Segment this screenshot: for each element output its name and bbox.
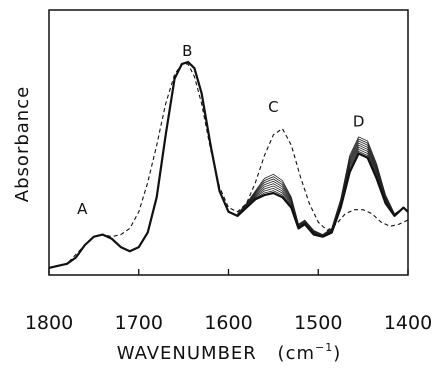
x-ticks: [48, 269, 409, 275]
x-tick-label-1400: 1400: [384, 312, 432, 334]
peak-labels: A B C D: [77, 42, 364, 218]
x-tick-label-1700: 1700: [115, 312, 163, 334]
x-tick-labels: 1800 1700 1600 1500 1400: [25, 312, 432, 334]
peak-label-a: A: [77, 200, 88, 218]
x-tick-label-1500: 1500: [294, 312, 342, 334]
family-spectrum-9: [237, 136, 409, 236]
peak-label-d: D: [353, 112, 365, 130]
x-axis-label: WAVENUMBER (cm−1): [117, 341, 342, 364]
dashed-spectrum: [48, 63, 409, 269]
y-axis-label: Absorbance: [12, 86, 33, 202]
bold-spectrum: [48, 60, 409, 269]
family-spectrum-6: [237, 142, 409, 236]
series-group: [48, 60, 409, 269]
peak-label-b: B: [182, 42, 192, 60]
x-axis-unit-exp: −1: [315, 341, 333, 354]
x-tick-label-1600: 1600: [204, 312, 252, 334]
x-axis-label-text: WAVENUMBER: [117, 343, 257, 364]
peak-label-c: C: [268, 98, 278, 116]
x-tick-label-1800: 1800: [25, 312, 73, 334]
x-axis-unit-close: ): [333, 343, 341, 364]
spectra-family: [237, 136, 409, 238]
x-axis-unit-open: (cm: [278, 343, 315, 364]
